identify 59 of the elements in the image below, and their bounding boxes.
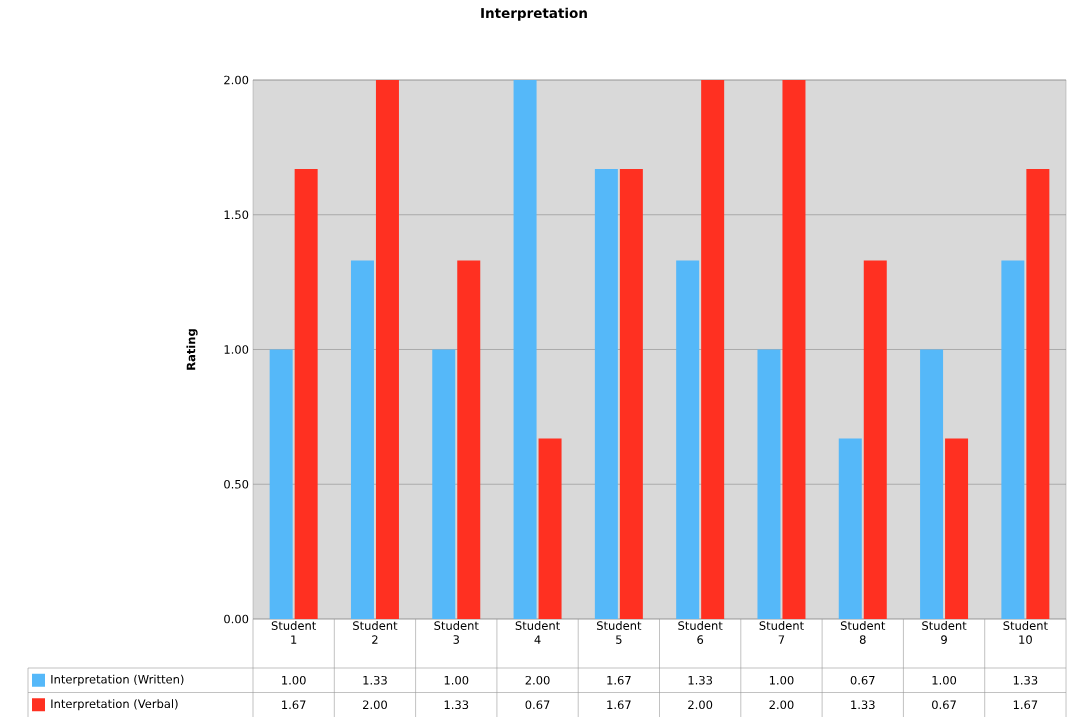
data-label: 1.67 — [607, 675, 631, 685]
x-tick-label: Student 3 — [434, 621, 479, 644]
bar — [538, 438, 562, 619]
y-axis-title: Rating — [186, 329, 198, 370]
data-label: 1.67 — [282, 700, 306, 710]
bar — [594, 168, 618, 619]
y-tick-label: 0.50 — [224, 479, 249, 489]
x-tick-label: Student 7 — [759, 621, 804, 644]
bar — [350, 260, 374, 619]
bar — [1026, 168, 1050, 619]
data-label: 1.00 — [282, 675, 306, 685]
bar — [269, 349, 293, 619]
y-tick-label: 1.50 — [224, 210, 249, 220]
bar — [432, 349, 456, 619]
bar — [294, 168, 318, 619]
data-label: 1.33 — [444, 700, 469, 710]
bar — [457, 260, 481, 619]
x-tick-label: Student 1 — [271, 621, 317, 644]
y-tick-label: 1.00 — [224, 345, 249, 354]
bar — [513, 80, 537, 619]
data-label: 2.00 — [525, 675, 550, 685]
data-label: 1.33 — [688, 675, 713, 685]
bar — [375, 80, 399, 619]
bar — [619, 168, 643, 619]
data-label: 1.00 — [769, 675, 794, 685]
data-label: 1.00 — [932, 675, 957, 685]
data-label: 0.67 — [932, 700, 956, 710]
y-tick-label: 2.00 — [224, 75, 249, 85]
data-label: 1.33 — [363, 675, 387, 685]
y-tick-label: 0.00 — [224, 614, 249, 624]
data-label: 0.67 — [850, 675, 875, 685]
bar — [1001, 260, 1025, 619]
data-label: 2.00 — [363, 700, 387, 710]
data-label: 1.00 — [444, 675, 469, 685]
bar — [782, 80, 806, 619]
data-label: 1.33 — [851, 700, 875, 710]
bar — [676, 260, 700, 619]
legend-label: Interpretation (Written) — [51, 674, 184, 686]
legend-label: Interpretation (Verbal) — [51, 699, 178, 711]
data-label: 2.00 — [769, 700, 794, 710]
x-tick-label: Student 5 — [596, 621, 642, 644]
bar — [701, 80, 725, 619]
x-tick-label: Student 4 — [515, 621, 560, 644]
bar — [863, 260, 887, 619]
x-tick-label: Student 9 — [922, 621, 967, 644]
bar — [838, 438, 862, 619]
data-label: 1.67 — [607, 700, 631, 710]
chart-title: Interpretation — [481, 7, 587, 21]
x-tick-label: Student 2 — [353, 621, 398, 644]
x-tick-label: Student 6 — [678, 621, 723, 644]
data-label: 1.33 — [1013, 675, 1038, 685]
bar — [757, 349, 781, 619]
data-label: 0.67 — [525, 700, 550, 710]
data-label: 1.67 — [1013, 700, 1038, 710]
x-tick-label: Student 8 — [840, 621, 886, 644]
bar — [945, 438, 969, 619]
bar — [920, 349, 944, 619]
x-tick-label: Student 10 — [1003, 621, 1048, 644]
data-label: 2.00 — [688, 700, 713, 710]
